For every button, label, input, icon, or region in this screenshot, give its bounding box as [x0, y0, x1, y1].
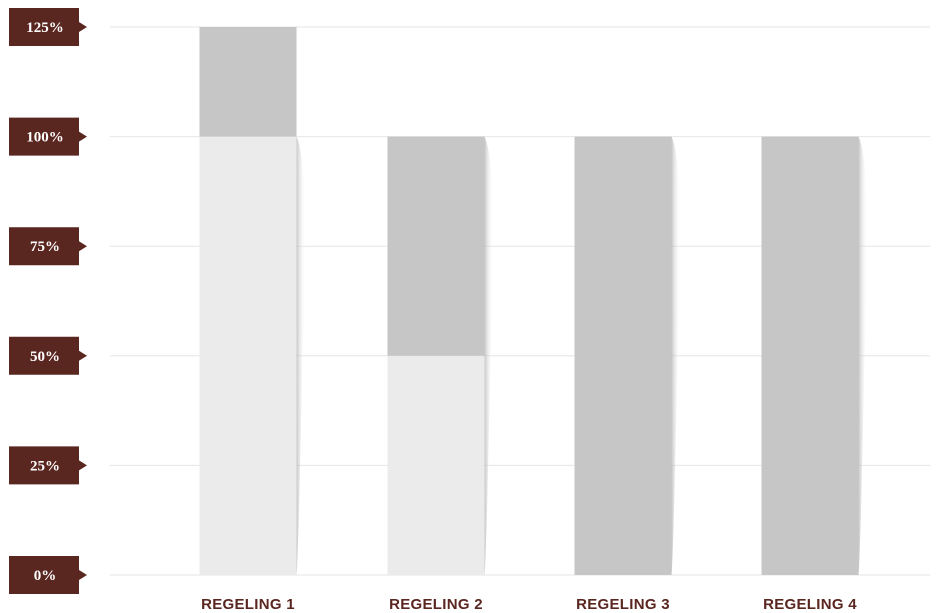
bar-segment-4-series-2	[761, 136, 859, 575]
bar-segment-1-series-2	[199, 27, 297, 137]
y-tick-label-25pct: 25%	[30, 458, 60, 474]
bars	[199, 27, 868, 575]
bar-segment-3-series-2	[574, 136, 672, 575]
bar-shadow-3	[671, 136, 681, 575]
y-tick-label-50pct: 50%	[30, 349, 60, 365]
bar-segment-2-series-2	[387, 136, 485, 356]
y-tick-box-100pct	[9, 117, 87, 156]
y-tick-label-125pct: 125%	[26, 20, 64, 36]
y-tick-label-75pct: 75%	[30, 239, 60, 255]
bar-shadow-4	[858, 136, 868, 575]
y-tick-label-0pct: 0%	[34, 568, 57, 584]
bar-segment-2-series-1	[387, 355, 485, 575]
bar-shadow-1	[296, 136, 306, 575]
y-tick-box-25pct	[9, 446, 87, 485]
category-label-2: REGELING 2	[389, 596, 483, 613]
y-tick-label-100pct: 100%	[26, 130, 64, 146]
y-tick-box-75pct	[9, 227, 87, 266]
y-tick-box-50pct	[9, 336, 87, 375]
category-label-1: REGELING 1	[201, 596, 295, 613]
y-tick-box-125pct	[9, 8, 87, 46]
x-axis-categories: REGELING 1 REGELING 2 REGELING 3 REGELING 4	[201, 596, 857, 613]
bar-shadow-2	[484, 136, 494, 575]
y-tick-box-0pct	[9, 556, 87, 594]
bar-segment-1-series-1	[199, 136, 297, 575]
category-label-3: REGELING 3	[576, 596, 670, 613]
y-axis-ticks: 0% 25% 50% 75% 100% 125%	[9, 8, 87, 594]
category-label-4: REGELING 4	[763, 596, 857, 613]
